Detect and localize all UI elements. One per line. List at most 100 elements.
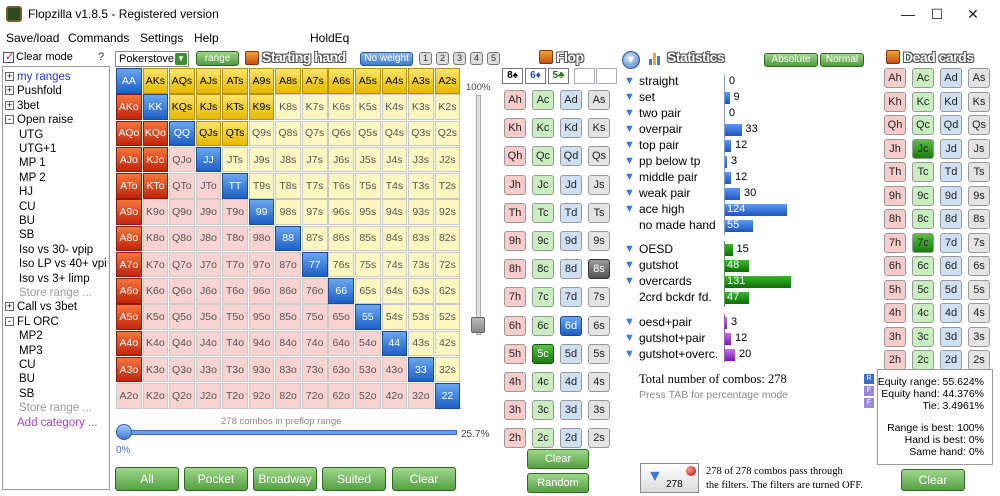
tree-item[interactable]: Store range ... bbox=[19, 287, 92, 299]
hand-cell-Q3o[interactable]: Q3o bbox=[169, 356, 195, 383]
tree-item[interactable]: Iso vs 30- vpip bbox=[19, 243, 94, 256]
dead-card-Kd[interactable]: Kd bbox=[940, 91, 962, 112]
dead-card-3s[interactable]: 3s bbox=[968, 326, 990, 347]
hand-cell-Q9s[interactable]: Q9s bbox=[248, 120, 275, 146]
hand-cell-84o[interactable]: 84o bbox=[275, 330, 301, 356]
filter-funnel-icon[interactable]: ▼ bbox=[624, 259, 635, 271]
hand-cell-A6s[interactable]: A6s bbox=[328, 68, 355, 94]
board-card-4[interactable] bbox=[574, 68, 595, 84]
hand-cell-KTs[interactable]: KTs bbox=[222, 94, 248, 120]
dead-card-Th[interactable]: Th bbox=[884, 162, 906, 182]
hand-cell-62o[interactable]: 62o bbox=[328, 383, 355, 409]
equity-f-icon[interactable]: F bbox=[864, 386, 874, 396]
stat-label[interactable]: gutshot+pair bbox=[639, 331, 706, 345]
dead-card-Td[interactable]: Td bbox=[940, 162, 962, 182]
hand-cell-Q8o[interactable]: Q8o bbox=[169, 225, 195, 251]
stat-label[interactable]: two pair bbox=[639, 106, 682, 120]
hand-cell-73s[interactable]: 73s bbox=[408, 251, 434, 278]
flop-card-2c[interactable]: 2c bbox=[532, 428, 554, 449]
hand-cell-82o[interactable]: 82o bbox=[275, 383, 301, 409]
dead-card-Ad[interactable]: Ad bbox=[940, 68, 962, 88]
board-card-5[interactable] bbox=[596, 68, 617, 84]
flop-card-Tc[interactable]: Tc bbox=[532, 202, 554, 223]
flop-card-3h[interactable]: 3h bbox=[504, 400, 526, 421]
flop-card-Ts[interactable]: Ts bbox=[588, 202, 610, 223]
hand-cell-J4o[interactable]: J4o bbox=[195, 330, 222, 356]
flop-card-Kh[interactable]: Kh bbox=[504, 118, 526, 139]
clear-mode-checkbox[interactable]: ✓ Clear mode bbox=[3, 51, 73, 63]
chevron-down-icon[interactable]: ▼ bbox=[175, 53, 187, 65]
tree-item[interactable]: FL ORC bbox=[17, 315, 59, 328]
hand-cell-93o[interactable]: 93o bbox=[248, 356, 275, 383]
hand-cell-J8s[interactable]: J8s bbox=[275, 146, 301, 173]
hand-cell-T8o[interactable]: T8o bbox=[222, 225, 248, 251]
hand-cell-33[interactable]: 33 bbox=[408, 356, 434, 383]
flop-card-3d[interactable]: 3d bbox=[560, 400, 582, 421]
pocket-button[interactable]: Pocket bbox=[184, 467, 248, 491]
hand-cell-74o[interactable]: 74o bbox=[301, 330, 328, 356]
flop-card-3c[interactable]: 3c bbox=[532, 400, 554, 421]
hand-cell-J5s[interactable]: J5s bbox=[354, 146, 381, 173]
dead-card-Kc[interactable]: Kc bbox=[912, 91, 934, 112]
hand-cell-Q7o[interactable]: Q7o bbox=[169, 251, 195, 278]
filter-funnel-icon[interactable]: ▼ bbox=[624, 75, 635, 87]
flop-card-Qs[interactable]: Qs bbox=[588, 146, 610, 167]
hand-cell-76o[interactable]: 76o bbox=[301, 278, 328, 304]
flop-card-7c[interactable]: 7c bbox=[532, 287, 554, 308]
hand-cell-54s[interactable]: 54s bbox=[381, 304, 408, 330]
hand-cell-64o[interactable]: 64o bbox=[328, 330, 355, 356]
hand-cell-98s[interactable]: 98s bbox=[275, 199, 301, 225]
tree-item[interactable]: CU bbox=[19, 200, 36, 213]
hand-cell-44[interactable]: 44 bbox=[381, 330, 408, 356]
flop-card-Th[interactable]: Th bbox=[504, 202, 526, 223]
tree-item[interactable]: HJ bbox=[19, 186, 34, 199]
hand-cell-A5o[interactable]: A5o bbox=[116, 304, 142, 330]
flop-card-5d[interactable]: 5d bbox=[560, 343, 582, 364]
hand-cell-K7o[interactable]: K7o bbox=[142, 251, 169, 278]
hand-cell-85s[interactable]: 85s bbox=[354, 225, 381, 251]
hand-cell-K2s[interactable]: K2s bbox=[434, 94, 461, 120]
dead-card-9c[interactable]: 9c bbox=[912, 185, 934, 206]
flop-card-Jd[interactable]: Jd bbox=[560, 174, 582, 195]
flop-card-Jc[interactable]: Jc bbox=[532, 174, 554, 195]
tree-item[interactable]: Iso LP vs 40+ vpi bbox=[19, 258, 107, 271]
tree-expand-icon[interactable]: - bbox=[5, 115, 14, 125]
weight-slider-track[interactable] bbox=[476, 95, 481, 335]
flop-card-2d[interactable]: 2d bbox=[560, 428, 582, 449]
hand-cell-A4o[interactable]: A4o bbox=[116, 330, 142, 356]
hand-cell-AKs[interactable]: AKs bbox=[142, 68, 169, 94]
hand-cell-AA[interactable]: AA bbox=[116, 68, 142, 94]
hand-cell-75o[interactable]: 75o bbox=[301, 304, 328, 330]
hand-cell-Q8s[interactable]: Q8s bbox=[275, 120, 301, 146]
dead-card-Qs[interactable]: Qs bbox=[968, 115, 990, 135]
dead-card-4h[interactable]: 4h bbox=[884, 303, 906, 323]
hand-cell-64s[interactable]: 64s bbox=[381, 278, 408, 304]
hand-cell-Q5s[interactable]: Q5s bbox=[354, 120, 381, 146]
hand-cell-K3s[interactable]: K3s bbox=[408, 94, 434, 120]
hand-cell-86o[interactable]: 86o bbox=[275, 278, 301, 304]
dead-card-6c[interactable]: 6c bbox=[912, 256, 934, 276]
hand-cell-QQ[interactable]: QQ bbox=[169, 120, 195, 146]
filter-funnel-icon[interactable]: ▼ bbox=[624, 187, 635, 199]
hand-cell-T6o[interactable]: T6o bbox=[222, 278, 248, 304]
hand-cell-76s[interactable]: 76s bbox=[328, 251, 355, 278]
tree-item[interactable]: Call vs 3bet bbox=[17, 301, 78, 314]
close-icon[interactable]: ✕ bbox=[967, 5, 979, 22]
equity-f2-icon[interactable]: F bbox=[864, 398, 874, 408]
hand-cell-K6s[interactable]: K6s bbox=[328, 94, 355, 120]
flop-card-4h[interactable]: 4h bbox=[504, 372, 526, 392]
hand-cell-Q5o[interactable]: Q5o bbox=[169, 304, 195, 330]
flop-card-5h[interactable]: 5h bbox=[504, 343, 526, 364]
hand-cell-62s[interactable]: 62s bbox=[434, 278, 461, 304]
hand-cell-A9s[interactable]: A9s bbox=[248, 68, 275, 94]
hand-cell-A7s[interactable]: A7s bbox=[301, 68, 328, 94]
hand-cell-K8o[interactable]: K8o bbox=[142, 225, 169, 251]
hand-cell-32s[interactable]: 32s bbox=[434, 356, 461, 383]
dead-card-Ks[interactable]: Ks bbox=[968, 91, 990, 112]
hand-cell-J4s[interactable]: J4s bbox=[381, 146, 408, 173]
filter-funnel-icon[interactable]: ▼ bbox=[624, 107, 635, 119]
hand-cell-Q2s[interactable]: Q2s bbox=[434, 120, 461, 146]
hand-cell-KJo[interactable]: KJo bbox=[142, 146, 169, 173]
hand-cell-TT[interactable]: TT bbox=[222, 173, 248, 199]
dead-card-Jh[interactable]: Jh bbox=[884, 138, 906, 159]
